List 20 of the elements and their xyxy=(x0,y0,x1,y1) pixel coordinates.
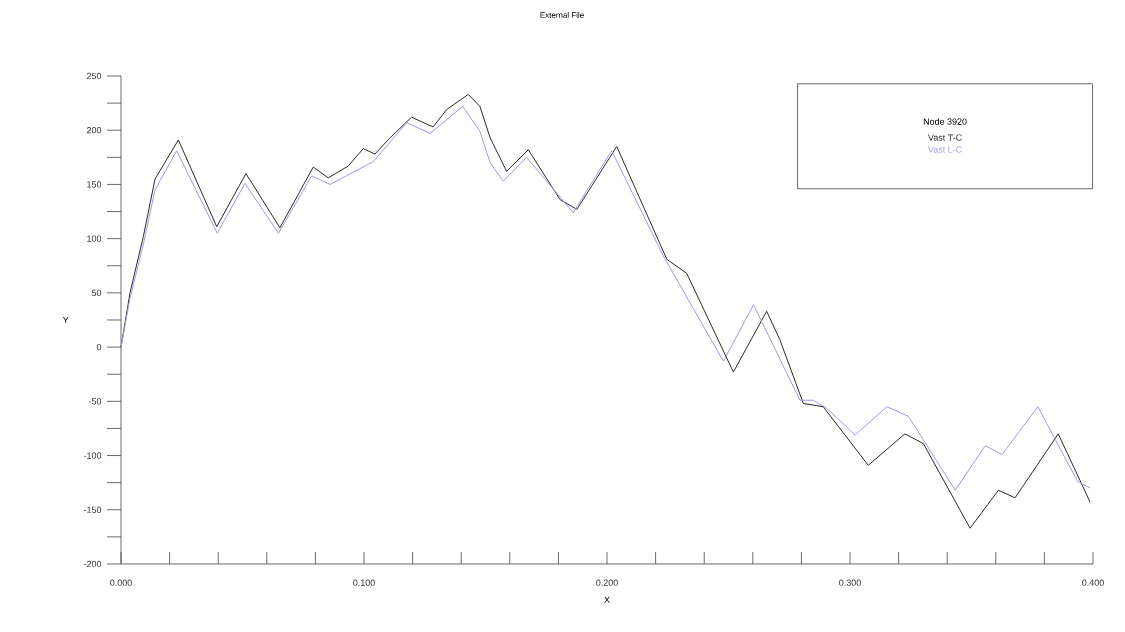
y-tick-label: 200 xyxy=(86,127,102,134)
text: Vast L-C xyxy=(928,146,962,153)
y-tick-label: 50 xyxy=(91,289,102,297)
x-tick-label: 0.200 xyxy=(596,579,618,586)
x-tick-label: 0.100 xyxy=(353,579,375,586)
legend-title: Node 3920 xyxy=(923,118,967,125)
text: Vast T-C xyxy=(928,134,962,141)
x-tick-label: 0.400 xyxy=(1082,579,1104,586)
y-axis-title: Y xyxy=(62,316,69,324)
y-tick-label: -50 xyxy=(88,398,102,405)
x-tick-label: 0.000 xyxy=(110,579,132,586)
y-tick-label: -150 xyxy=(83,506,102,513)
y-tick-label: 250 xyxy=(86,72,102,80)
y-tick-label: 150 xyxy=(87,181,102,188)
x-axis-title: X xyxy=(604,596,610,603)
y-tick-label: -100 xyxy=(83,452,102,459)
y-tick-label: -200 xyxy=(83,560,102,568)
x-tick-label: 0.300 xyxy=(839,579,861,586)
y-tick-label: 100 xyxy=(87,235,102,242)
y-tick-label: 0 xyxy=(96,343,102,351)
